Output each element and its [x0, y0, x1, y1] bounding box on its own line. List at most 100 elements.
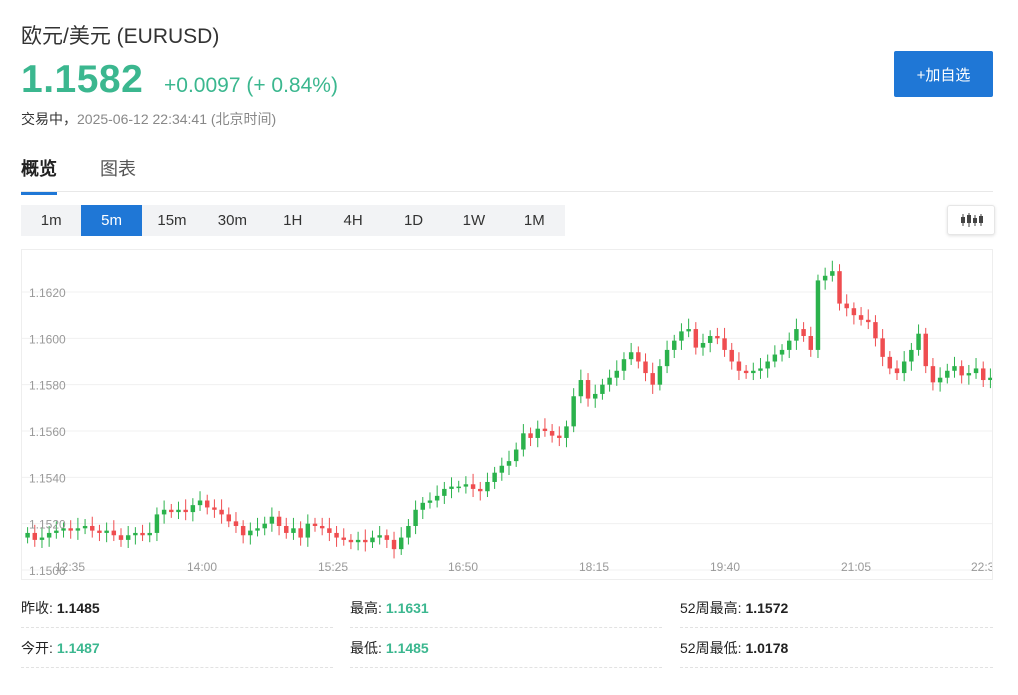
candlestick-icon	[961, 213, 983, 227]
candle-body	[801, 329, 806, 337]
candle-body	[420, 502, 426, 510]
period-15m[interactable]: 15m	[157, 212, 187, 229]
candle-body	[499, 465, 505, 473]
candle-body	[657, 366, 663, 385]
period-1w[interactable]: 1W	[462, 212, 486, 229]
candle-body	[571, 396, 576, 427]
candle-body	[355, 539, 361, 543]
candle-body	[262, 523, 267, 529]
candle-body	[794, 329, 799, 341]
tab-chart[interactable]: 图表	[100, 159, 136, 179]
x-tick-label: 12:35	[55, 560, 85, 574]
candle-body	[707, 336, 713, 343]
period-30m[interactable]: 30m	[217, 212, 247, 229]
candle-body	[894, 368, 900, 374]
candle-body	[197, 500, 203, 506]
y-tick-label: 1.1600	[29, 332, 66, 346]
candle-body	[269, 516, 275, 524]
stat-label: 今开:	[21, 640, 53, 656]
candle-body	[97, 530, 102, 533]
candle-body	[190, 505, 196, 513]
period-1m[interactable]: 1m	[40, 212, 62, 229]
candle-body	[851, 308, 857, 316]
candle-body	[521, 433, 526, 450]
candle-body	[291, 528, 296, 533]
candle-body	[240, 525, 246, 536]
candle-body	[930, 366, 936, 383]
candle-body	[686, 329, 691, 332]
candle-body	[988, 377, 992, 381]
candle-body	[39, 537, 45, 540]
candle-body	[952, 366, 957, 371]
x-tick-label: 22:35	[971, 560, 993, 574]
tab-overview[interactable]: 概览	[21, 155, 57, 195]
candle-body	[305, 523, 311, 538]
y-tick-label: 1.1580	[29, 379, 66, 393]
candle-body	[873, 322, 878, 339]
chart-type-button[interactable]	[947, 205, 995, 235]
period-4h[interactable]: 4H	[343, 212, 363, 229]
period-1d[interactable]: 1D	[403, 212, 424, 229]
x-tick-label: 21:05	[841, 560, 871, 574]
candle-body	[901, 361, 907, 374]
candle-body	[858, 315, 864, 320]
x-tick-label: 15:25	[318, 560, 348, 574]
stat-label: 52周最低:	[680, 640, 742, 656]
candle-body	[729, 349, 734, 362]
stat-52wk-low: 52周最低: 1.0178	[680, 629, 993, 668]
candle-body	[312, 523, 318, 526]
period-5m[interactable]: 5m	[81, 205, 142, 236]
candle-body	[449, 486, 454, 489]
candle-body	[837, 271, 842, 304]
candle-body	[966, 373, 972, 376]
candle-body	[636, 352, 641, 362]
candle-body	[118, 535, 124, 540]
stat-value: 1.1487	[56, 640, 100, 656]
candle-body	[758, 368, 763, 371]
candle-body	[169, 509, 174, 513]
candle-body	[607, 377, 612, 385]
stat-value: 1.1485	[56, 600, 100, 616]
candle-body	[147, 532, 152, 536]
candle-body	[327, 528, 332, 533]
candle-body	[391, 539, 397, 550]
candle-body	[233, 521, 239, 526]
candle-body	[736, 361, 742, 371]
candle-body	[664, 349, 670, 367]
period-1h[interactable]: 1H	[283, 212, 303, 229]
candles	[25, 260, 992, 559]
candle-body	[90, 525, 95, 531]
current-price: 1.1582	[21, 58, 144, 101]
candle-body	[212, 507, 217, 510]
y-tick-label: 1.1540	[29, 471, 66, 485]
x-tick-label: 19:40	[710, 560, 740, 574]
candle-body	[75, 528, 81, 531]
candle-body	[715, 336, 720, 339]
candle-body	[226, 514, 232, 522]
candle-body	[830, 271, 835, 276]
candle-body	[61, 528, 66, 531]
candle-body	[513, 449, 519, 462]
period-1mo[interactable]: 1M	[523, 212, 545, 229]
candle-body	[319, 525, 325, 529]
candle-body	[535, 428, 540, 438]
quote-timestamp: 2025-06-12 22:34:41 (北京时间)	[77, 111, 277, 127]
trading-status-label: 交易中，	[21, 111, 77, 127]
candle-body	[104, 530, 109, 533]
candle-body	[111, 530, 117, 536]
candle-body	[743, 370, 749, 374]
candle-body	[176, 509, 181, 513]
stats-panel: 昨收: 1.1485 最高: 1.1631 52周最高: 1.1572 今开: 1.14…	[21, 589, 993, 669]
candle-body	[772, 354, 778, 362]
candle-body	[204, 500, 210, 508]
stat-value: 1.0178	[745, 640, 789, 656]
candlestick-chart[interactable]: 1.1500 1.1520 1.1540 1.1560 1.1580 1.1600 1.16…	[21, 249, 993, 580]
candle-body	[219, 509, 224, 515]
candle-body	[54, 530, 59, 533]
candle-body	[413, 509, 418, 526]
add-to-watchlist-button[interactable]: +加自选	[894, 51, 993, 97]
candle-body	[808, 336, 814, 350]
candle-body	[255, 528, 260, 531]
candle-body	[557, 435, 562, 438]
candle-body	[600, 384, 605, 394]
